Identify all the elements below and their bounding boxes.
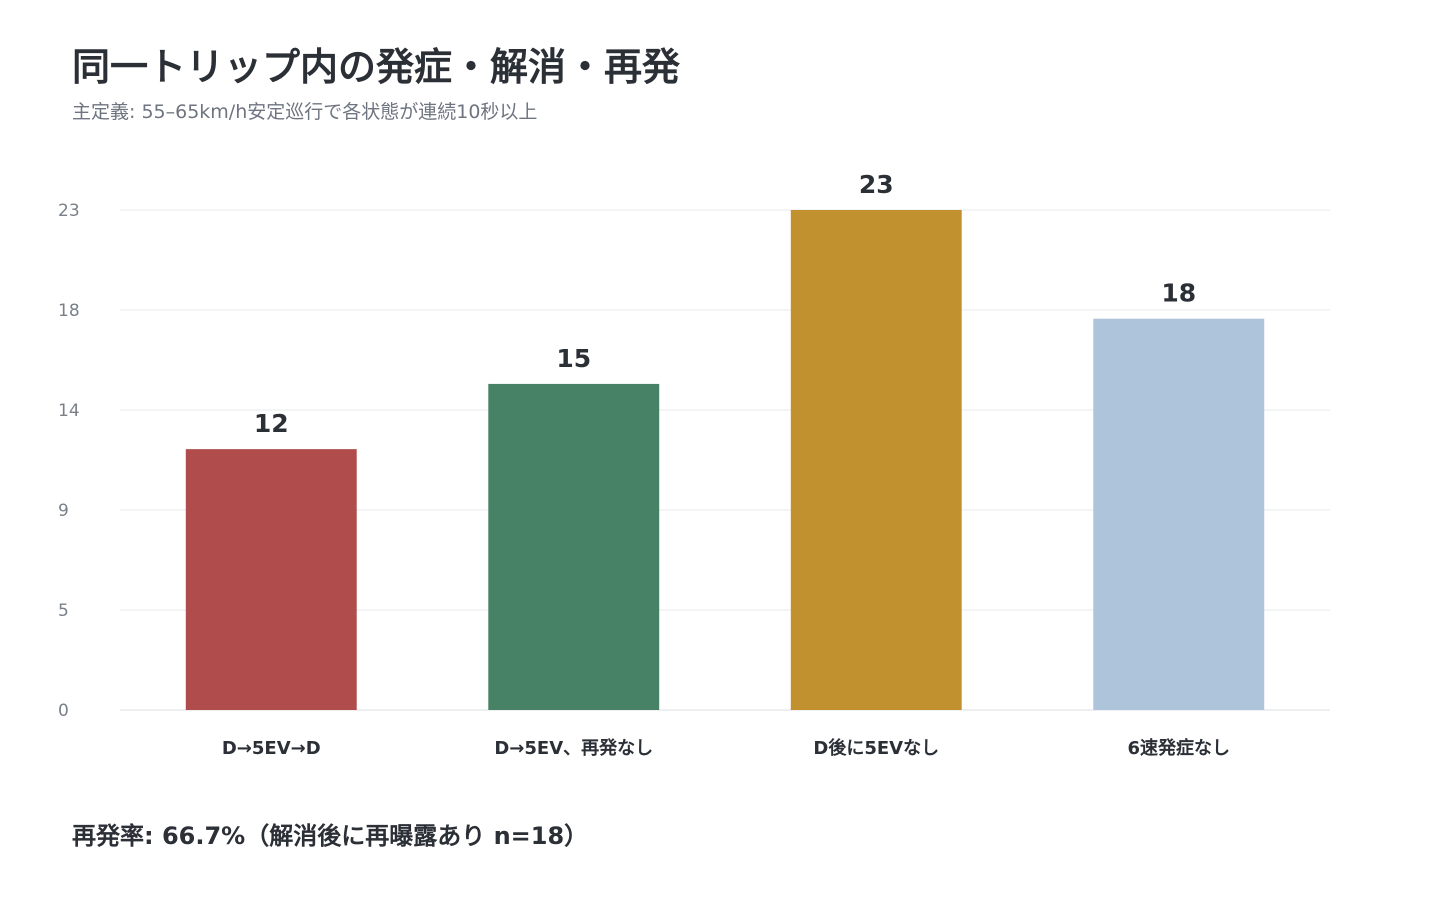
bar-value-label: 12 xyxy=(254,409,289,438)
bars xyxy=(185,210,1265,710)
chart-subtitle: 主定義: 55–65km/h安定巡行で各状態が連続10秒以上 xyxy=(72,101,538,123)
bar xyxy=(488,383,660,710)
x-category-label: D→5EV→D xyxy=(222,738,321,759)
x-axis-categories: D→5EV→D D→5EV、再発なし D後に5EVなし 6速発症なし xyxy=(222,737,1230,759)
y-tick-label: 14 xyxy=(58,401,80,421)
chart-title: 同一トリップ内の発症・解消・再発 xyxy=(72,45,681,89)
recurrence-rate-note: 再発率: 66.7%（解消後に再曝露あり n=18） xyxy=(72,822,589,850)
x-category-label: D→5EV、再発なし xyxy=(494,737,653,759)
bar xyxy=(790,210,962,710)
bar xyxy=(1093,318,1265,710)
x-category-label: D後に5EVなし xyxy=(813,737,939,759)
x-category-label: 6速発症なし xyxy=(1127,737,1230,759)
bar xyxy=(185,449,357,710)
bar-value-label: 18 xyxy=(1161,279,1196,308)
y-tick-label: 9 xyxy=(58,501,69,521)
y-tick-label: 23 xyxy=(58,201,80,221)
value-labels: 12 15 23 18 xyxy=(254,170,1196,438)
y-tick-label: 5 xyxy=(58,601,69,621)
y-tick-label: 18 xyxy=(58,301,80,321)
bar-value-label: 15 xyxy=(556,344,591,373)
bar-value-label: 23 xyxy=(859,170,894,199)
y-axis-ticks: 0 5 9 14 18 23 xyxy=(58,201,80,721)
y-tick-label: 0 xyxy=(58,701,69,721)
